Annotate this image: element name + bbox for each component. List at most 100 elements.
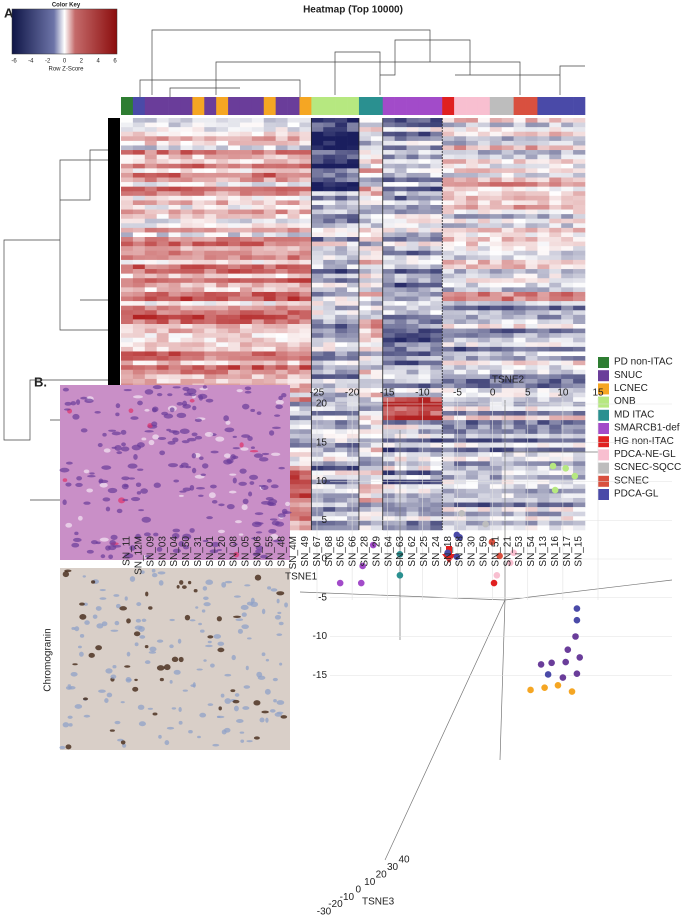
heatmap-cell xyxy=(477,172,491,178)
heatmap-cell xyxy=(263,324,276,329)
heatmap-cell xyxy=(228,273,241,279)
heatmap-cell xyxy=(370,356,384,361)
he-cell xyxy=(233,543,238,546)
heatmap-cell xyxy=(287,443,300,448)
heatmap-cell xyxy=(513,461,526,467)
heatmap-cell xyxy=(549,163,562,169)
heatmap-cell xyxy=(501,273,514,279)
heatmap-cell xyxy=(275,310,288,316)
he-cell xyxy=(105,506,111,512)
he-cell xyxy=(115,412,120,417)
ihc-cell xyxy=(171,656,179,663)
heatmap-cell xyxy=(216,301,229,306)
heatmap-cell xyxy=(406,177,419,183)
heatmap-cell xyxy=(370,145,384,151)
heatmap-cell xyxy=(251,177,265,183)
heatmap-cell xyxy=(323,401,336,407)
heatmap-cell xyxy=(406,324,419,329)
heatmap-cell xyxy=(394,172,407,178)
he-cell xyxy=(109,539,116,546)
heatmap-cell xyxy=(180,278,193,284)
heatmap-cell xyxy=(477,241,491,247)
heatmap-cell xyxy=(549,374,562,380)
heatmap-cell xyxy=(573,406,586,412)
he-cell xyxy=(179,428,190,434)
ihc-cell xyxy=(151,568,156,573)
heatmap-cell xyxy=(239,232,253,238)
heatmap-cell xyxy=(323,493,336,499)
heatmap-cell xyxy=(525,433,538,439)
heatmap-cell xyxy=(394,410,407,416)
heatmap-cell xyxy=(121,360,134,366)
heatmap-cell xyxy=(501,246,514,252)
he-cell xyxy=(144,430,154,433)
heatmap-cell xyxy=(430,342,443,348)
heatmap-cell xyxy=(216,314,229,320)
heatmap-cell xyxy=(239,159,253,165)
heatmap-cell xyxy=(549,136,562,142)
heatmap-cell xyxy=(549,250,562,256)
heatmap-cell xyxy=(406,365,419,371)
heatmap-cell xyxy=(299,310,312,316)
heatmap-cell xyxy=(501,131,514,137)
heatmap-cell xyxy=(573,296,586,302)
heatmap-cell xyxy=(501,397,514,403)
heatmap-cell xyxy=(418,520,431,526)
he-cell xyxy=(114,444,122,451)
heatmap-cell xyxy=(299,214,312,220)
heatmap-cell xyxy=(228,122,241,128)
heatmap-cell xyxy=(204,204,217,210)
heatmap-cell xyxy=(132,282,146,288)
heatmap-cell xyxy=(335,259,348,265)
heatmap-cell xyxy=(370,475,384,480)
heatmap-cell xyxy=(132,223,146,229)
heatmap-cell xyxy=(299,168,312,174)
ihc-cell xyxy=(77,645,82,649)
heatmap-cell xyxy=(251,255,265,261)
heatmap-cell xyxy=(573,319,586,325)
sample-label: SN_25 xyxy=(419,536,430,567)
column-color xyxy=(275,97,288,115)
ihc-cell xyxy=(207,640,212,644)
heatmap-cell xyxy=(251,319,265,325)
heatmap-cell xyxy=(561,195,574,201)
heatmap-cell xyxy=(144,145,157,151)
heatmap-cell xyxy=(466,241,479,247)
heatmap-cell xyxy=(549,264,562,270)
heatmap-cell xyxy=(573,163,586,169)
heatmap-cell xyxy=(513,392,526,398)
heatmap-cell xyxy=(347,484,360,490)
he-cell xyxy=(218,503,225,507)
heatmap-cell xyxy=(121,246,134,252)
heatmap-cell xyxy=(370,470,384,476)
heatmap-cell xyxy=(251,191,265,197)
heatmap-cell xyxy=(561,365,574,371)
heatmap-cell xyxy=(382,351,395,357)
heatmap-cell xyxy=(561,314,574,320)
he-cell xyxy=(260,554,268,559)
column-color xyxy=(204,97,217,115)
ihc-cell xyxy=(253,700,261,706)
heatmap-cell xyxy=(299,314,312,320)
he-cell xyxy=(136,491,142,495)
heatmap-cell xyxy=(216,186,229,192)
heatmap-cell xyxy=(501,168,514,174)
heatmap-cell xyxy=(287,218,300,224)
heatmap-cell xyxy=(430,278,443,284)
heatmap-cell xyxy=(489,177,503,183)
heatmap-cell xyxy=(382,255,395,261)
heatmap-cell xyxy=(466,337,479,343)
column-color xyxy=(466,97,479,115)
heatmap-cell xyxy=(275,250,288,256)
heatmap-cell xyxy=(311,456,324,462)
heatmap-cell xyxy=(573,369,586,375)
heatmap-cell xyxy=(299,259,312,265)
heatmap-cell xyxy=(323,145,336,151)
heatmap-cell xyxy=(525,159,538,165)
heatmap-cell xyxy=(251,310,265,316)
heatmap-cell xyxy=(370,507,384,512)
heatmap-cell xyxy=(561,264,574,270)
heatmap-cell xyxy=(323,360,336,366)
heatmap-cell xyxy=(549,456,562,462)
heatmap-cell xyxy=(216,369,229,375)
